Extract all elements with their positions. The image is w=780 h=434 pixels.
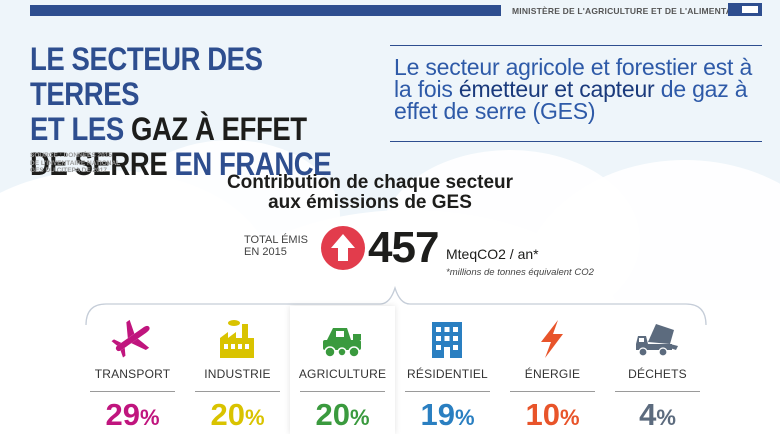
title-line-1: LE SECTEUR DES TERRES (30, 41, 263, 112)
percent-sign: % (656, 405, 676, 430)
sector-percentage: 19% (395, 398, 500, 434)
header-bar (30, 5, 501, 16)
percent-sign: % (559, 405, 580, 430)
sector-transport: TRANSPORT 29% (80, 306, 185, 434)
factory-icon (212, 318, 262, 360)
subtitle-emphasis: émetteur et capteur (458, 76, 655, 102)
total-unit: MteqCO2 / an* (446, 246, 539, 262)
total-label-line-2: EN 2015 (244, 246, 287, 258)
sector-industrie: INDUSTRIE 20% (185, 306, 290, 434)
sector-percentage: 4% (605, 398, 710, 434)
percent-sign: % (244, 405, 265, 430)
lightning-icon (527, 318, 577, 360)
airplane-icon (107, 318, 157, 360)
sector-name: INDUSTRIE (204, 367, 271, 381)
title-line-3b: EN FRANCE (174, 146, 332, 182)
sector-percentage: 20% (290, 398, 395, 434)
sector-divider (195, 391, 280, 392)
sector-value: 10 (525, 397, 560, 432)
sector-value: 4 (639, 397, 657, 432)
sector-residentiel: RÉSIDENTIEL 19% (395, 306, 500, 434)
sector-name: AGRICULTURE (298, 367, 387, 381)
sector-percentage: 20% (185, 398, 290, 434)
ministry-name: MINISTÈRE DE L'AGRICULTURE ET DE L'ALIME… (512, 6, 753, 16)
sectors: TRANSPORT 29% INDUSTRIE 20% (80, 306, 710, 434)
source-line-1: SOURCE : DONNÉES 2015 (30, 152, 112, 159)
sector-value: 19 (420, 397, 455, 432)
title-line-2b: GAZ À EFFET (130, 111, 307, 147)
sector-name: RÉSIDENTIEL (407, 367, 488, 381)
total-label: TOTAL ÉMIS EN 2015 (244, 234, 308, 258)
sector-percentage: 29% (80, 398, 185, 434)
contribution-heading: Contribution de chaque secteur aux émiss… (200, 173, 540, 213)
up-arrow-icon (321, 226, 365, 270)
sector-percentage: 10% (500, 398, 605, 434)
page-title: LE SECTEUR DES TERRES ET LES GAZ À EFFET… (30, 42, 340, 182)
sector-name: ÉNERGIE (524, 367, 581, 381)
contribution-line-1: Contribution de chaque secteur (226, 172, 514, 193)
sector-name: DÉCHETS (628, 367, 687, 381)
sector-divider (300, 391, 385, 392)
source-line-3: GES DU CITEPA DE 2017 (30, 167, 107, 174)
subtitle: Le secteur agricole et forestier est à l… (394, 54, 764, 124)
dump-truck-icon (632, 318, 682, 360)
source-note: SOURCE : DONNÉES 2015 DE L'INVENTAIRE NA… (30, 152, 150, 175)
percent-sign: % (139, 405, 160, 430)
sector-value: 20 (315, 397, 350, 432)
percent-sign: % (454, 405, 475, 430)
subtitle-part-3: de gaz à effet de serre (GES) (394, 76, 748, 124)
contribution-line-2: aux émissions de GES (268, 192, 472, 213)
sector-agriculture: AGRICULTURE 20% (290, 306, 395, 434)
building-icon (422, 318, 472, 360)
total-note: *millions de tonnes équivalent CO2 (446, 267, 594, 278)
total-label-line-1: TOTAL ÉMIS (244, 234, 308, 246)
sector-divider (615, 391, 700, 392)
sector-energie: ÉNERGIE 10% (500, 306, 605, 434)
sector-divider (510, 391, 595, 392)
total-value: 457 (368, 223, 439, 272)
source-line-2: DE L'INVENTAIRE NATIONAL (30, 159, 121, 167)
sector-value: 20 (210, 397, 245, 432)
title-line-2a: ET LES (30, 111, 131, 147)
percent-sign: % (349, 405, 370, 430)
subtitle-rule-bottom (390, 141, 762, 142)
sector-value: 29 (105, 397, 140, 432)
subtitle-rule-top (390, 45, 762, 46)
sector-divider (405, 391, 490, 392)
title-line-3a: DE SERRE (30, 146, 175, 182)
sector-name: TRANSPORT (94, 367, 171, 381)
sector-divider (90, 391, 175, 392)
sector-dechets: DÉCHETS 4% (605, 306, 710, 434)
ministry-logo (728, 3, 762, 16)
subtitle-part-1: Le secteur agricole et forestier est à l… (394, 54, 753, 102)
harvester-icon (317, 318, 367, 360)
